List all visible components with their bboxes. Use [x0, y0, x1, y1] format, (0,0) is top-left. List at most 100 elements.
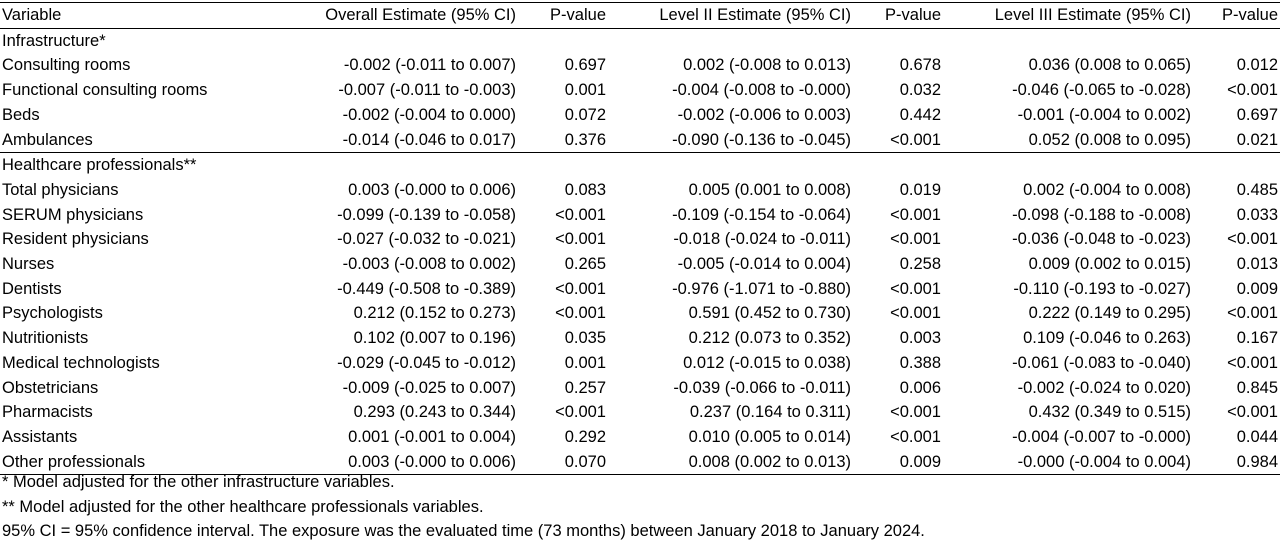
p-value-cell: <0.001	[890, 279, 941, 298]
variable-cell: Resident physicians	[2, 230, 149, 249]
p-value-cell: <0.001	[890, 205, 941, 224]
header-variable: Variable	[0, 2, 250, 29]
p-value-cell: <0.001	[890, 304, 941, 323]
estimate-cell: -0.003 (-0.008 to 0.002)	[342, 255, 516, 274]
p-value-cell: 0.006	[899, 378, 941, 397]
estimate-cell: -0.110 (-0.193 to -0.027)	[1013, 279, 1191, 298]
footnote-infrastructure: * Model adjusted for the other infrastru…	[2, 473, 395, 491]
estimate-cell: -0.002 (-0.004 to 0.000)	[342, 105, 516, 124]
header-level-ii-p-value: P-value	[855, 2, 945, 29]
header-overall-estimate: Overall Estimate (95% CI)	[250, 2, 520, 29]
estimate-cell: 0.003 (-0.000 to 0.006)	[348, 180, 516, 199]
p-value-cell: 0.388	[899, 353, 941, 372]
p-value-cell: <0.001	[890, 130, 941, 149]
p-value-cell: 0.035	[564, 329, 606, 348]
p-value-cell: <0.001	[555, 304, 606, 323]
estimate-cell: 0.010 (0.005 to 0.014)	[688, 427, 851, 446]
estimate-cell: -0.099 (-0.139 to -0.058)	[337, 205, 516, 224]
variable-cell: Other professionals	[0, 449, 250, 476]
estimate-cell: -0.036 (-0.048 to -0.023)	[1012, 230, 1191, 249]
p-value-cell: 0.167	[1236, 329, 1278, 348]
variable-cell: Ambulances	[2, 130, 93, 149]
p-value-cell: 0.984	[1195, 449, 1280, 476]
table-row: Total physicians 0.003 (-0.000 to 0.006) 0…	[0, 178, 1280, 203]
estimate-cell: -0.001 (-0.004 to 0.002)	[1017, 105, 1191, 124]
p-value-cell: 0.376	[564, 130, 606, 149]
estimate-cell: 0.008 (0.002 to 0.013)	[610, 449, 855, 476]
variable-cell: Consulting rooms	[2, 56, 131, 75]
estimate-cell: 0.036 (0.008 to 0.065)	[1028, 56, 1191, 75]
variable-cell: Dentists	[2, 279, 62, 298]
estimate-cell: -0.004 (-0.008 to -0.000)	[672, 81, 851, 100]
estimate-cell: 0.222 (0.149 to 0.295)	[1028, 304, 1191, 323]
estimate-cell: -0.090 (-0.136 to -0.045)	[672, 130, 851, 149]
estimate-cell: 0.432 (0.349 to 0.515)	[1028, 403, 1191, 422]
p-value-cell: 0.003	[899, 329, 941, 348]
p-value-cell: <0.001	[555, 403, 606, 422]
estimate-cell: 0.002 (-0.004 to 0.008)	[1023, 180, 1191, 199]
estimate-cell: 0.009 (0.002 to 0.015)	[1028, 255, 1191, 274]
estimate-cell: 0.012 (-0.015 to 0.038)	[683, 353, 851, 372]
group-label: Healthcare professionals**	[0, 152, 1280, 178]
p-value-cell: 0.033	[1236, 205, 1278, 224]
table-row: Ambulances -0.014 (-0.046 to 0.017) 0.376 -…	[0, 128, 1280, 153]
p-value-cell: <0.001	[1227, 81, 1278, 100]
estimate-cell: 0.002 (-0.008 to 0.013)	[683, 56, 851, 75]
estimate-cell: -0.046 (-0.065 to -0.028)	[1012, 81, 1191, 100]
table-row: Dentists -0.449 (-0.508 to -0.389) <0.001 -…	[0, 277, 1280, 302]
variable-cell: Psychologists	[2, 304, 103, 323]
p-value-cell: 0.070	[520, 449, 610, 476]
estimate-cell: 0.212 (0.152 to 0.273)	[353, 304, 516, 323]
variable-cell: Total physicians	[2, 180, 119, 199]
footnote-ci-definition: 95% CI = 95% confidence interval. The ex…	[2, 522, 925, 540]
estimate-cell: -0.098 (-0.188 to -0.008)	[1012, 205, 1191, 224]
estimate-cell: -0.976 (-1.071 to -0.880)	[672, 279, 851, 298]
table-row: Consulting rooms -0.002 (-0.011 to 0.007)…	[0, 53, 1280, 78]
estimate-cell: 0.001 (-0.001 to 0.004)	[348, 427, 516, 446]
table-row: Nutritionists 0.102 (0.007 to 0.196) 0.035…	[0, 326, 1280, 351]
p-value-cell: 0.485	[1236, 180, 1278, 199]
estimate-cell: -0.002 (-0.006 to 0.003)	[677, 105, 851, 124]
table-row: Obstetricians -0.009 (-0.025 to 0.007) 0.2…	[0, 376, 1280, 401]
estimate-cell: -0.109 (-0.154 to -0.064)	[672, 205, 851, 224]
variable-cell: Obstetricians	[2, 378, 99, 397]
p-value-cell: 0.009	[1236, 279, 1278, 298]
header-level-ii-estimate: Level II Estimate (95% CI)	[610, 2, 855, 29]
table-row: Functional consulting rooms -0.007 (-0.01…	[0, 78, 1280, 103]
p-value-cell: 0.032	[899, 81, 941, 100]
p-value-cell: 0.001	[564, 81, 606, 100]
estimate-cell: 0.052 (0.008 to 0.095)	[1028, 130, 1191, 149]
table-row: Medical technologists -0.029 (-0.045 to -…	[0, 351, 1280, 376]
estimate-cell: 0.005 (0.001 to 0.008)	[688, 180, 851, 199]
p-value-cell: 0.019	[899, 180, 941, 199]
variable-cell: Nurses	[2, 255, 55, 274]
estimate-cell: -0.061 (-0.083 to -0.040)	[1012, 353, 1191, 372]
p-value-cell: 0.083	[564, 180, 606, 199]
estimate-cell: -0.002 (-0.011 to 0.007)	[343, 56, 516, 75]
table-row: SERUM physicians -0.099 (-0.139 to -0.058…	[0, 203, 1280, 228]
table-row: Psychologists 0.212 (0.152 to 0.273) <0.00…	[0, 301, 1280, 326]
p-value-cell: <0.001	[890, 230, 941, 249]
group-header-row: Healthcare professionals**	[0, 152, 1280, 178]
p-value-cell: 0.072	[564, 105, 606, 124]
p-value-cell: 0.257	[564, 378, 606, 397]
p-value-cell: 0.021	[1236, 130, 1278, 149]
estimate-cell: 0.237 (0.164 to 0.311)	[689, 403, 851, 422]
table-row: Beds -0.002 (-0.004 to 0.000) 0.072 -0.002 …	[0, 103, 1280, 128]
estimate-cell: 0.003 (-0.000 to 0.006)	[250, 449, 520, 476]
p-value-cell: 0.001	[564, 353, 606, 372]
group-label: Infrastructure*	[2, 31, 106, 50]
footnotes: * Model adjusted for the other infrastru…	[2, 470, 925, 544]
estimate-cell: -0.004 (-0.007 to -0.000)	[1012, 427, 1191, 446]
variable-cell: Assistants	[2, 427, 78, 446]
estimate-cell: -0.007 (-0.011 to -0.003)	[338, 81, 516, 100]
p-value-cell: <0.001	[555, 279, 606, 298]
group-header-row: Infrastructure*	[0, 28, 1280, 53]
estimate-cell: 0.293 (0.243 to 0.344)	[353, 403, 516, 422]
p-value-cell: <0.001	[1227, 304, 1278, 323]
p-value-cell: 0.044	[1236, 427, 1278, 446]
estimates-table: Variable Overall Estimate (95% CI) P-val…	[0, 2, 1280, 476]
p-value-cell: <0.001	[555, 230, 606, 249]
variable-cell: Nutritionists	[2, 329, 89, 348]
p-value-cell: 0.442	[899, 105, 941, 124]
